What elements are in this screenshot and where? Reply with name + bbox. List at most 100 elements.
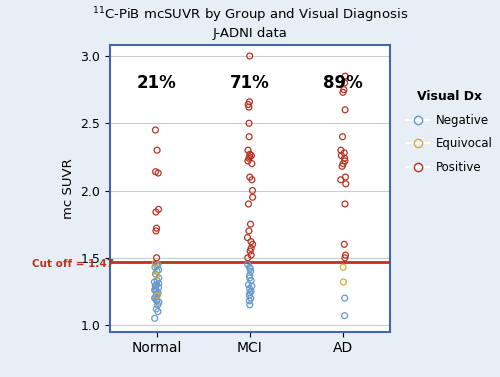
Title: $^{11}$C-PiB mcSUVR by Group and Visual Diagnosis
J-ADNI data: $^{11}$C-PiB mcSUVR by Group and Visual … <box>92 5 408 40</box>
Point <box>340 313 348 319</box>
Point <box>244 201 252 207</box>
Point <box>152 306 160 312</box>
Point <box>152 272 160 278</box>
Point <box>341 201 349 207</box>
Point <box>244 255 252 261</box>
Point <box>245 134 253 140</box>
Point <box>152 225 160 231</box>
Point <box>154 308 162 314</box>
Point <box>150 295 158 301</box>
Y-axis label: mc SUVR: mc SUVR <box>62 158 75 219</box>
Point <box>247 277 255 284</box>
Point <box>154 293 162 299</box>
Point <box>246 99 254 105</box>
Point <box>154 170 162 176</box>
Point <box>152 209 160 215</box>
Point <box>248 241 256 247</box>
Point <box>246 221 254 227</box>
Point <box>246 272 254 278</box>
Point <box>154 291 162 297</box>
Point <box>246 293 254 299</box>
Point <box>247 252 255 258</box>
Point <box>154 284 162 290</box>
Point <box>152 282 160 288</box>
Point <box>244 147 252 153</box>
Point <box>246 174 254 180</box>
Point <box>150 279 158 285</box>
Point <box>337 147 345 153</box>
Point <box>153 263 161 269</box>
Point <box>151 264 159 270</box>
Point <box>246 264 254 270</box>
Point <box>154 280 162 287</box>
Point <box>246 302 254 308</box>
Point <box>340 155 348 161</box>
Point <box>247 245 255 251</box>
Point <box>342 174 349 180</box>
Point <box>246 53 254 59</box>
Point <box>244 262 252 268</box>
Point <box>340 279 347 285</box>
Point <box>246 151 254 157</box>
Point <box>340 295 348 301</box>
Point <box>246 268 254 274</box>
Point <box>338 163 346 169</box>
Point <box>342 181 350 187</box>
Point <box>337 177 345 183</box>
Text: 89%: 89% <box>324 74 363 92</box>
Point <box>246 298 254 304</box>
Point <box>338 134 346 140</box>
Point <box>154 267 162 273</box>
Point <box>155 275 163 281</box>
Point <box>246 154 254 160</box>
Point <box>153 268 161 274</box>
Legend: Negative, Equivocal, Positive: Negative, Equivocal, Positive <box>402 86 498 179</box>
Point <box>246 248 254 254</box>
Point <box>341 255 349 261</box>
Point <box>248 177 256 183</box>
Point <box>153 298 161 304</box>
Point <box>154 262 162 268</box>
Point <box>340 150 348 156</box>
Point <box>339 161 347 167</box>
Point <box>248 194 256 200</box>
Point <box>154 302 162 308</box>
Point <box>153 147 161 153</box>
Point <box>248 153 256 159</box>
Point <box>248 161 256 167</box>
Point <box>247 288 255 294</box>
Point <box>152 294 160 300</box>
Point <box>153 277 161 284</box>
Point <box>244 158 252 164</box>
Point <box>245 120 253 126</box>
Point <box>248 187 256 193</box>
Point <box>245 228 253 234</box>
Point <box>152 228 160 234</box>
Point <box>341 107 349 113</box>
Point <box>245 104 253 110</box>
Point <box>244 282 252 288</box>
Text: 71%: 71% <box>230 74 270 92</box>
Point <box>245 155 253 161</box>
Point <box>152 286 160 292</box>
Point <box>152 283 160 289</box>
Point <box>154 290 162 296</box>
Point <box>340 80 348 86</box>
Point <box>248 283 256 289</box>
Point <box>246 290 254 296</box>
Text: 21%: 21% <box>137 74 176 92</box>
Point <box>342 252 349 258</box>
Point <box>152 127 160 133</box>
Point <box>340 241 348 247</box>
Point <box>155 299 163 305</box>
Point <box>341 73 349 79</box>
Point <box>150 315 158 321</box>
Point <box>150 287 158 293</box>
Point <box>247 239 255 245</box>
Point <box>154 206 162 212</box>
Point <box>339 89 347 95</box>
Point <box>152 255 160 261</box>
Point <box>246 265 254 271</box>
Point <box>244 234 252 241</box>
Point <box>152 288 160 294</box>
